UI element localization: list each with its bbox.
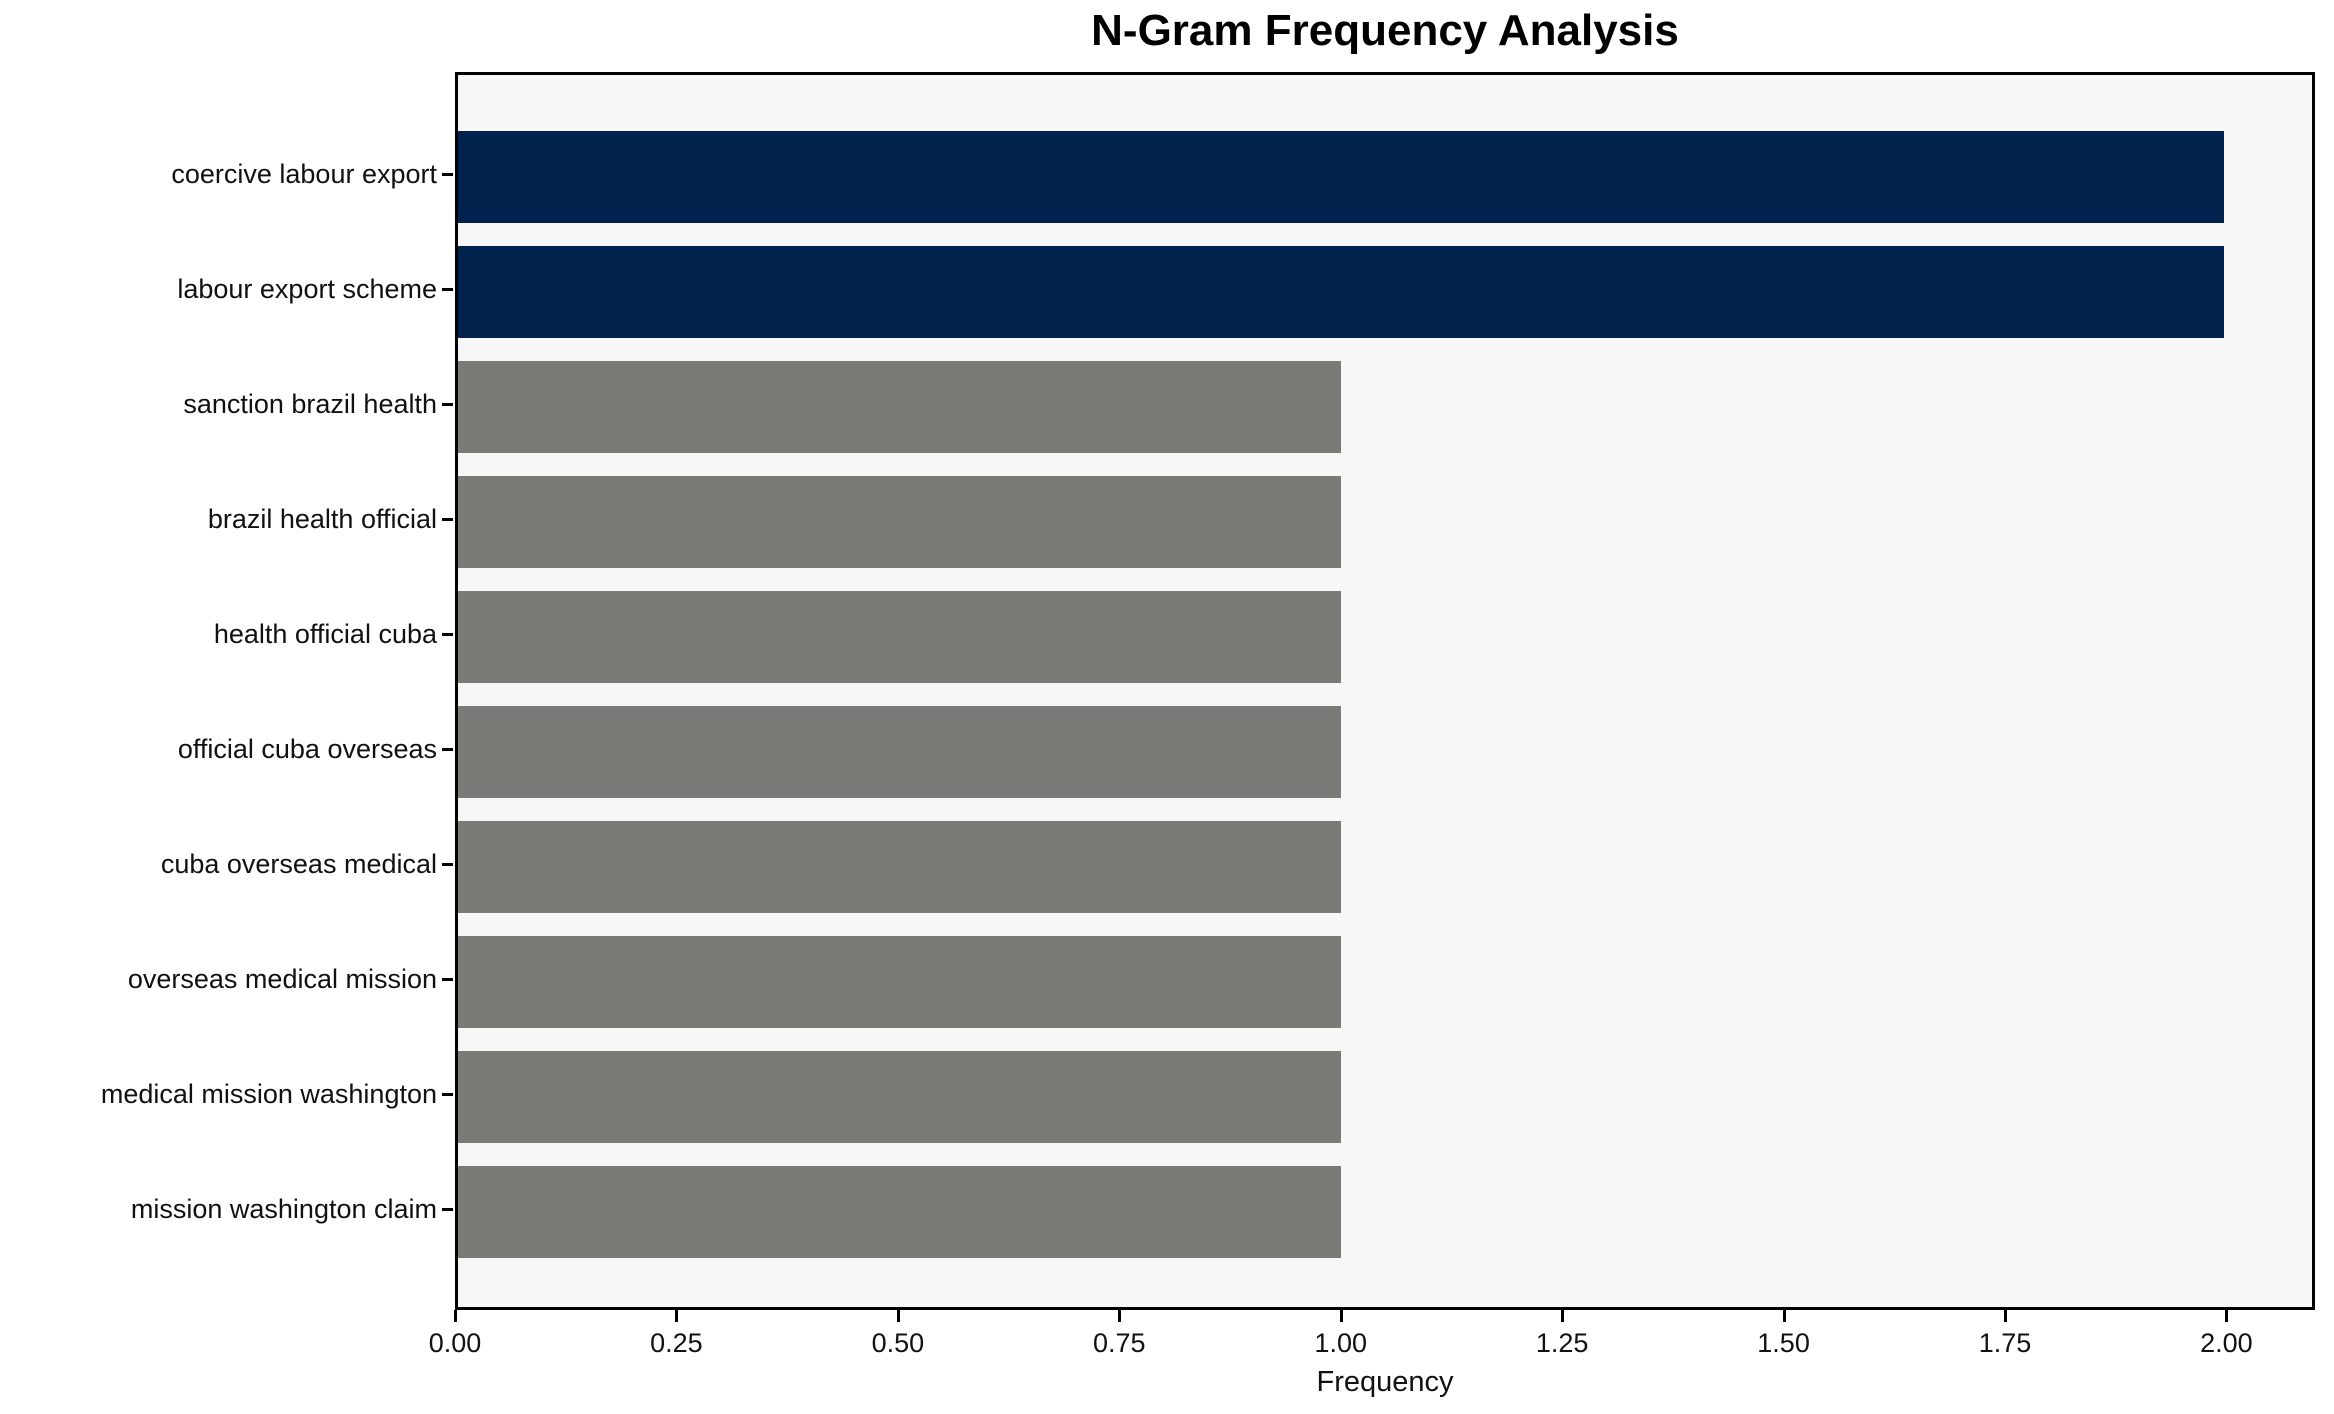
bar-labour-export-scheme — [458, 246, 2224, 338]
bar-brazil-health-official — [458, 476, 1341, 568]
bar-row — [458, 1051, 2312, 1143]
bar-mission-washington-claim — [458, 1166, 1341, 1258]
x-tick-label: 1.75 — [1978, 1328, 2032, 1358]
bar-official-cuba-overseas — [458, 706, 1341, 798]
x-tick-mark — [675, 1310, 679, 1322]
y-tick-mark — [442, 403, 453, 406]
bar-row — [458, 1166, 2312, 1258]
x-tick-label: 1.00 — [1314, 1328, 1367, 1358]
y-tick-label: sanction brazil health — [183, 389, 437, 419]
x-tick-label: 0.75 — [1093, 1328, 1146, 1358]
x-tick-label: 2.00 — [2200, 1328, 2253, 1358]
bar-row — [458, 131, 2312, 223]
y-tick-label: coercive labour export — [171, 159, 437, 189]
bar-row — [458, 591, 2312, 683]
x-tick-mark — [896, 1310, 900, 1322]
x-tick-mark — [1118, 1310, 1122, 1322]
y-tick-label: brazil health official — [207, 504, 437, 534]
bar-overseas-medical-mission — [458, 936, 1341, 1028]
x-tick-label: 0.25 — [650, 1328, 703, 1358]
y-tick-label: medical mission washington — [100, 1079, 437, 1109]
bar-medical-mission-washington — [458, 1051, 1341, 1143]
bar-health-official-cuba — [458, 591, 1341, 683]
y-tick-mark — [442, 1208, 453, 1211]
y-tick-label: cuba overseas medical — [160, 849, 437, 879]
bar-sanction-brazil-health — [458, 361, 1341, 453]
bar-row — [458, 361, 2312, 453]
y-tick-mark — [442, 978, 453, 981]
x-tick-mark — [454, 1310, 457, 1322]
y-tick-mark — [442, 173, 453, 176]
y-tick-mark — [442, 748, 453, 751]
chart-title: N-Gram Frequency Analysis — [1091, 6, 1679, 55]
x-tick-mark — [1782, 1310, 1786, 1322]
bar-row — [458, 246, 2312, 338]
bar-coercive-labour-export — [458, 131, 2224, 223]
x-axis-label: Frequency — [1316, 1366, 1454, 1398]
x-tick-label: 0.50 — [871, 1328, 925, 1358]
y-tick-label: health official cuba — [213, 619, 437, 649]
y-tick-mark — [442, 863, 453, 866]
plot-area — [455, 72, 2315, 1310]
y-tick-mark — [442, 633, 453, 636]
x-tick-mark — [1339, 1310, 1343, 1322]
y-tick-label: labour export scheme — [177, 274, 437, 304]
bar-cuba-overseas-medical — [458, 821, 1341, 913]
bar-row — [458, 821, 2312, 913]
x-tick-label: 0.00 — [428, 1328, 482, 1358]
bar-row — [458, 706, 2312, 798]
y-tick-label: mission washington claim — [130, 1194, 437, 1224]
y-tick-mark — [442, 1093, 453, 1096]
y-tick-label: overseas medical mission — [127, 964, 437, 994]
y-tick-label: official cuba overseas — [177, 734, 437, 764]
bar-row — [458, 476, 2312, 568]
x-tick-label: 1.25 — [1535, 1328, 1589, 1358]
x-tick-mark — [2004, 1310, 2007, 1322]
x-tick-label: 1.50 — [1757, 1328, 1810, 1358]
bar-row — [458, 936, 2312, 1028]
y-tick-mark — [442, 288, 453, 291]
x-tick-mark — [2225, 1310, 2229, 1322]
y-tick-mark — [442, 518, 453, 521]
x-tick-mark — [1561, 1310, 1565, 1322]
